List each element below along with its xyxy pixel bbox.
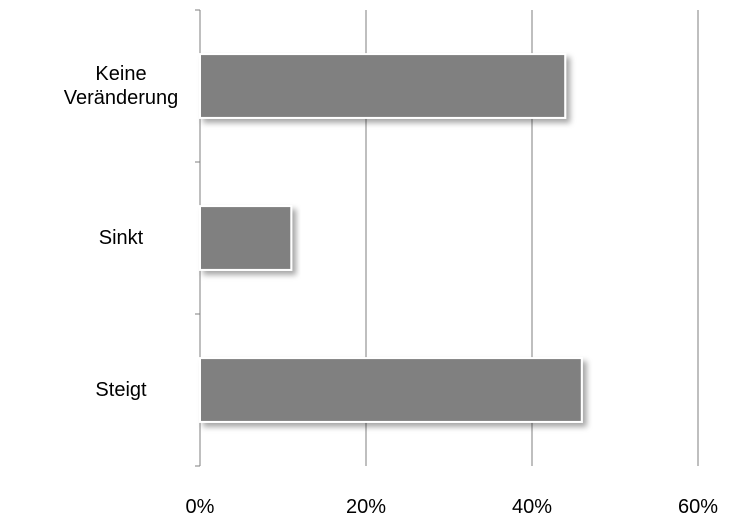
bar [199,357,583,423]
bar [199,205,293,271]
x-tick-label: 40% [511,496,553,518]
x-tick-label: 0% [185,496,215,518]
x-tick-label: 60% [677,496,719,518]
y-tick-label: Sinkt [98,227,144,249]
y-tick-label: Steigt [95,379,147,401]
y-tick-label: Keine Veränderung [63,63,179,109]
x-tick-label: 20% [345,496,387,518]
bar [199,53,567,119]
